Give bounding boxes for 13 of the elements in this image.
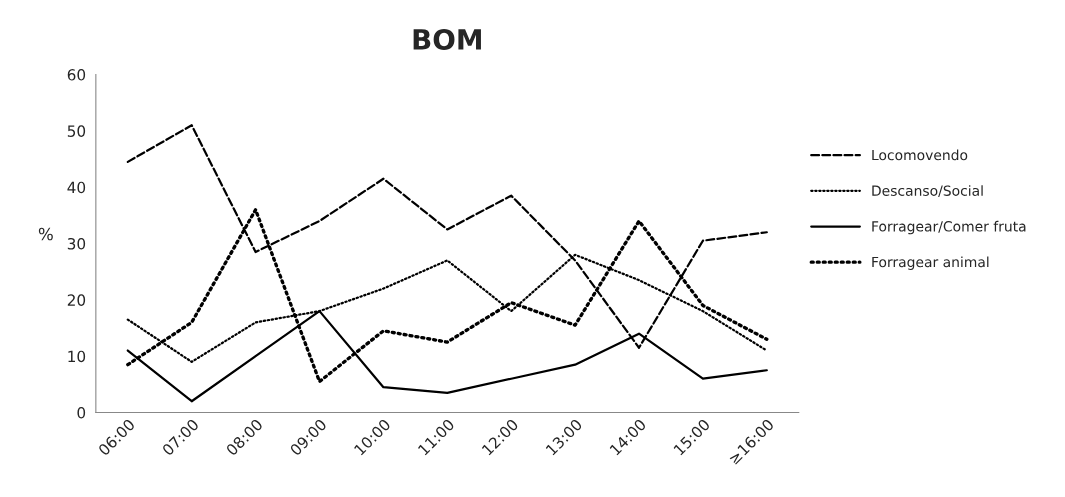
chart-title: BOM (413, 28, 481, 50)
y-tick-label: 60 (67, 69, 86, 81)
y-tick-label: 0 (77, 406, 86, 419)
y-axis-title: % (38, 227, 53, 241)
legend-label: Locomovendo (872, 149, 968, 161)
y-tick-label: 10 (68, 350, 86, 363)
legend-label: Forragear/Comer fruta (872, 220, 1026, 235)
legend-label: Descanso/Social (872, 185, 983, 198)
y-tick-label: 40 (67, 181, 86, 194)
y-tick-label: 50 (67, 125, 86, 137)
y-tick-label: 20 (67, 294, 86, 306)
y-tick-label: 30 (67, 238, 86, 250)
legend-label: Forragear animal (872, 256, 989, 270)
